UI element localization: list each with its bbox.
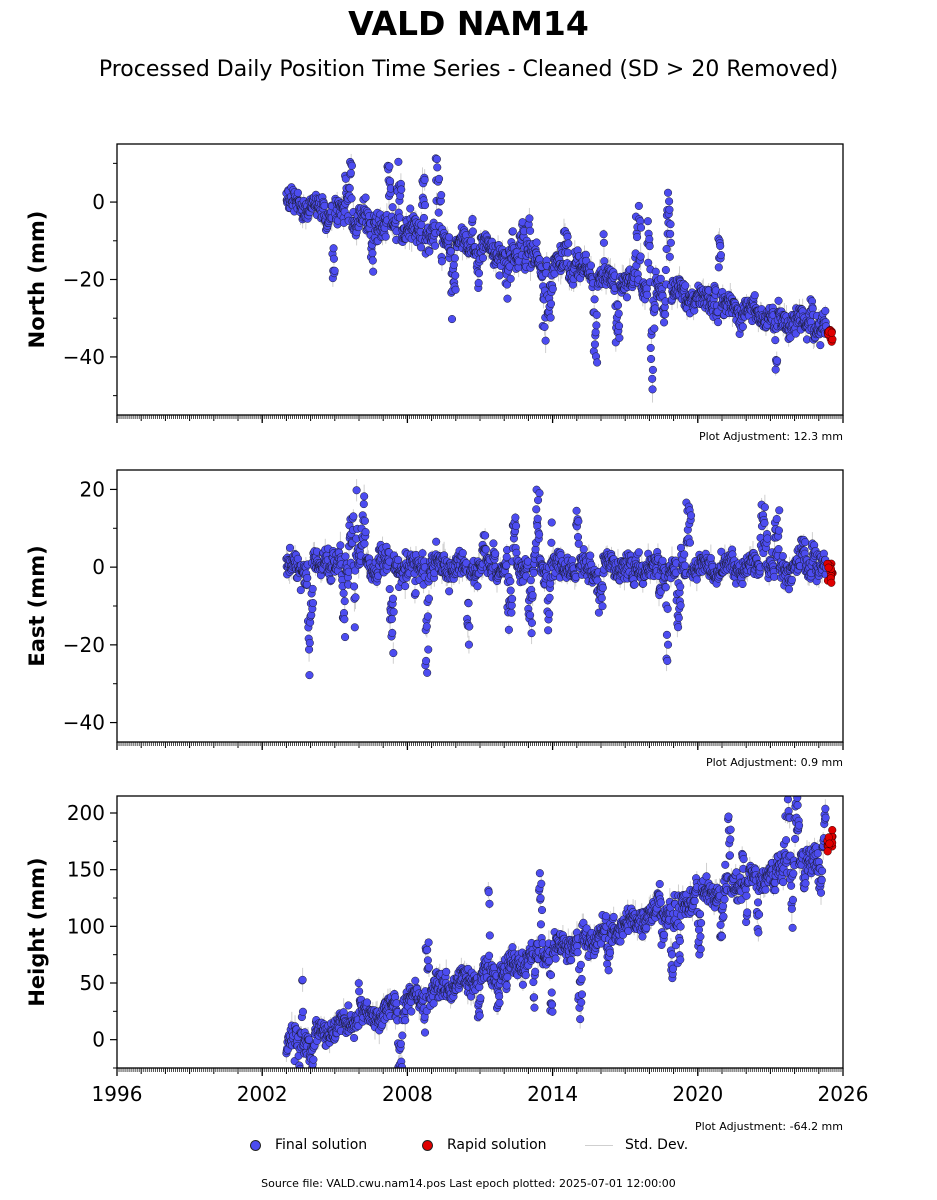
north-data-points [282, 153, 837, 403]
height-rapid-points [823, 826, 837, 856]
north-plot-adjustment: Plot Adjustment: 12.3 mm [699, 430, 843, 443]
y-tick-label: 0 [92, 190, 105, 214]
x-tick-label: 2008 [382, 1082, 433, 1106]
y-tick-label: −20 [63, 633, 105, 657]
y-tick-label: −40 [63, 711, 105, 735]
height-axes-frame [116, 795, 844, 1069]
y-tick-label: 200 [67, 801, 105, 825]
east-axes-frame [116, 469, 844, 743]
x-tick-label: 1996 [92, 1082, 143, 1106]
east-plot-adjustment: Plot Adjustment: 0.9 mm [706, 756, 843, 769]
north-rapid-points [823, 325, 837, 346]
y-tick-label: 50 [80, 971, 105, 995]
legend-rapid-marker [422, 1139, 433, 1151]
height-final-points [282, 796, 830, 1068]
x-tick-label: 2014 [527, 1082, 578, 1106]
y-tick-label: 0 [92, 555, 105, 579]
panel-height: 0 50 100 150 200 1996 2002 2008 2014 2020 2026 Heig… [25, 795, 869, 1133]
legend-final-label: Final solution [275, 1137, 368, 1153]
legend-rapid-label: Rapid solution [447, 1137, 547, 1153]
y-tick-label: 100 [67, 914, 105, 938]
x-tick-label: 2026 [818, 1082, 869, 1106]
legend-sd-label: Std. Dev. [625, 1137, 689, 1153]
east-rapid-points [823, 559, 837, 587]
legend-item-sd: Std. Dev. [585, 1137, 688, 1153]
height-y-axis-label: Height (mm) [25, 857, 49, 1006]
legend-item-final: Final solution [250, 1137, 367, 1153]
x-tick-label: 2002 [237, 1082, 288, 1106]
east-final-points [282, 485, 831, 680]
east-y-axis-label: East (mm) [25, 545, 49, 666]
height-plot-adjustment: Plot Adjustment: -64.2 mm [695, 1120, 843, 1133]
panel-north: −40 −20 0 North (mm) Plot Adjustment: 12.3 m… [25, 143, 844, 443]
chart-title: VALD NAM14 [348, 4, 589, 43]
y-tick-label: 0 [92, 1028, 105, 1052]
y-tick-label: −20 [63, 268, 105, 292]
y-tick-label: 150 [67, 858, 105, 882]
source-footer: Source file: VALD.cwu.nam14.pos Last epo… [261, 1177, 676, 1190]
north-final-points [282, 154, 831, 394]
legend-final-marker [250, 1139, 261, 1151]
chart-subtitle: Processed Daily Position Time Series - C… [98, 57, 839, 82]
east-data-points [282, 479, 837, 680]
panel-east: −40 −20 0 20 East (mm) Plot Adjustment: 0.9 m… [25, 469, 844, 769]
x-tick-label: 2020 [672, 1082, 723, 1106]
height-data-points [282, 796, 837, 1068]
legend-item-rapid: Rapid solution [422, 1137, 547, 1153]
north-y-axis-label: North (mm) [25, 211, 49, 349]
y-tick-label: −40 [63, 345, 105, 369]
y-tick-label: 20 [80, 477, 105, 501]
legend-sd-marker [585, 1144, 613, 1146]
